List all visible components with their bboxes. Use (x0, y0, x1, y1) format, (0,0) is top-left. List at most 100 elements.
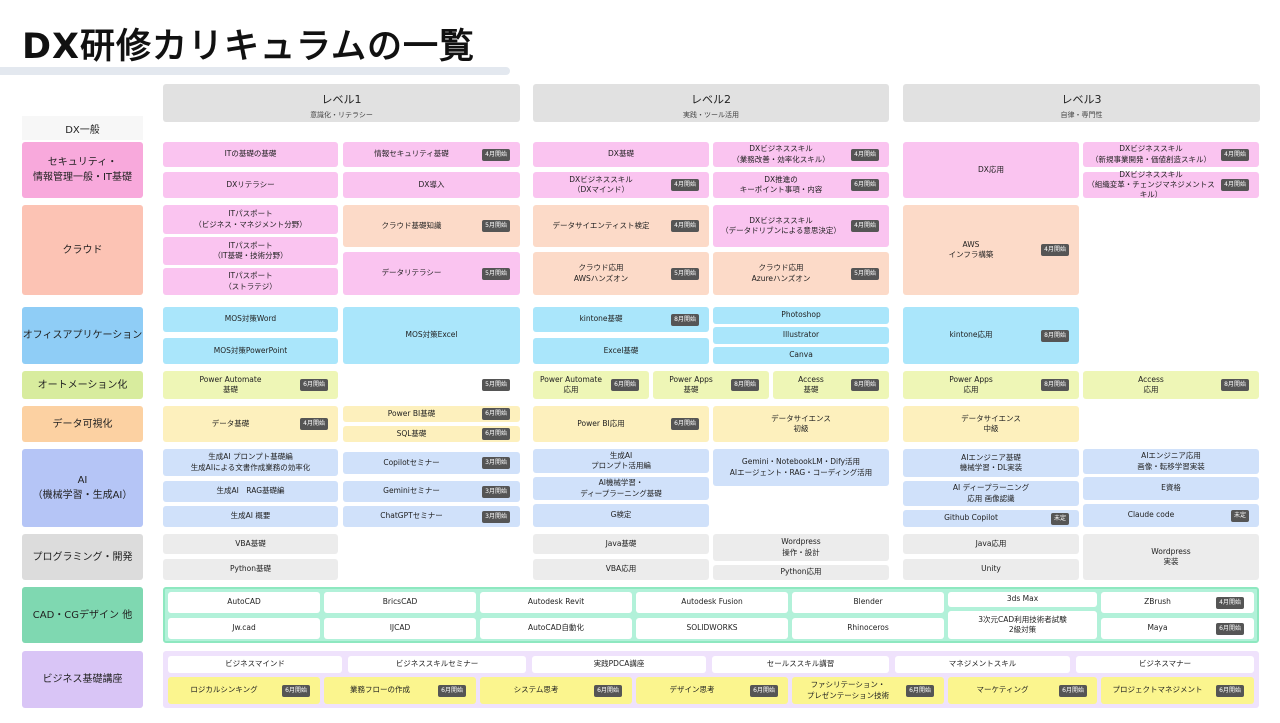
course-title: 3ds Max (1006, 594, 1039, 604)
course-title: Canva (789, 350, 813, 360)
course-title: DXビジネススキル （業務改善・効率化スキル） (732, 144, 830, 164)
course-cell: クラウド応用 AWSハンズオン 5月開始 (533, 252, 709, 295)
course-cell: AI ディープラーニング 応用 画像認識 (903, 481, 1079, 506)
course-cell: Maya 6月開始 (1101, 618, 1254, 639)
title-underline (0, 67, 510, 75)
start-month-badge: 6月開始 (851, 178, 879, 192)
course-cell: データサイエンティスト検定 4月開始 (533, 205, 709, 247)
course-cell: AutoCAD (168, 592, 320, 613)
start-month-badge: 3月開始 (482, 510, 510, 523)
course-cell: VBA応用 (533, 559, 709, 580)
course-cell: DX推進の キーポイント事項・内容 6月開始 (713, 172, 889, 198)
course-title: SOLIDWORKS (686, 623, 738, 633)
start-month-badge: 未定 (1050, 512, 1069, 525)
course-title: AutoCAD自動化 (527, 623, 585, 633)
start-month-badge: 5月開始 (482, 219, 510, 233)
course-title: Power Automate 応用 (540, 374, 602, 394)
course-title: プロジェクトマネジメント (1112, 685, 1203, 695)
category-label: オフィスアプリケーション (22, 307, 143, 364)
course-cell: G検定 (533, 504, 709, 527)
course-cell: ZBrush 4月開始 (1101, 592, 1254, 613)
course-cell: 3ds Max (948, 592, 1097, 607)
course-title: Excel基礎 (603, 345, 639, 355)
level-name: レベル3 (1061, 93, 1102, 106)
course-title: クラウド基礎知識 (381, 220, 442, 230)
level-subtitle: 自律・専門性 (1060, 111, 1103, 119)
course-title: ビジネスマナー (1138, 659, 1192, 669)
course-title: ビジネススキルセミナー (395, 659, 479, 669)
course-cell: Blender (792, 592, 944, 613)
course-title: システム思考 (513, 685, 559, 695)
course-cell: 生成AI 概要 (163, 506, 338, 527)
course-title: ITパスポート （IT基礎・技術分野） (213, 240, 288, 260)
course-cell: 生成AI プロンプト基礎編 生成AIによる文書作成業務の効率化 (163, 449, 338, 476)
course-cell: DXビジネススキル （DXマインド） 4月開始 (533, 172, 709, 198)
course-title: Java基礎 (605, 538, 637, 548)
course-cell: ITの基礎の基礎 (163, 142, 338, 167)
course-title: AIエンジニア基礎 機械学習・DL実装 (959, 452, 1023, 472)
course-title: AIエンジニア応用 画像・転移学習実装 (1137, 451, 1205, 471)
category-label: ビジネス基礎講座 (22, 651, 143, 708)
start-month-badge: 4月開始 (671, 178, 699, 192)
course-cell: AI機械学習・ ディープラーニング基礎 (533, 477, 709, 500)
level-name: レベル1 (321, 93, 362, 106)
start-month-badge: 4月開始 (1216, 596, 1244, 609)
course-title: データ基礎 (211, 418, 250, 428)
course-cell: Access 基礎 8月開始 (773, 371, 889, 399)
course-title: AI機械学習・ ディープラーニング基礎 (580, 478, 662, 498)
course-cell: Power BI基礎 6月開始 (343, 406, 520, 422)
start-month-badge: 6月開始 (906, 684, 934, 697)
course-cell: 業務フローの作成 6月開始 (324, 677, 476, 704)
start-month-badge: 8月開始 (731, 378, 759, 392)
course-title: Blender (853, 597, 883, 607)
course-title: Photoshop (781, 310, 821, 320)
course-cell: ChatGPTセミナー 3月開始 (343, 506, 520, 527)
course-cell: AutoCAD自動化 (480, 618, 632, 639)
course-title: AutoCAD (227, 597, 261, 607)
start-month-badge: 5月開始 (482, 378, 510, 392)
course-title: クラウド応用 Azureハンズオン (751, 263, 811, 283)
course-title: Wordpress 操作・設計 (781, 537, 821, 557)
course-title: Access 応用 (1138, 374, 1164, 394)
start-month-badge: 6月開始 (750, 684, 778, 697)
course-title: Power Apps 応用 (949, 374, 993, 394)
course-cell: SOLIDWORKS (636, 618, 788, 639)
category-label: セキュリティ・ 情報管理一般・IT基礎 (22, 142, 143, 198)
dx-general-label: DX一般 (22, 116, 143, 140)
course-title: DXビジネススキル （組織変革・チェンジマネジメントスキル） (1087, 169, 1215, 200)
course-title: DX推進の キーポイント事項・内容 (739, 174, 823, 194)
course-title: データサイエンス 初級 (771, 413, 831, 433)
course-cell: Power Automate 応用 6月開始 (533, 371, 649, 399)
course-title: ロジカルシンキング (190, 685, 258, 695)
category-label: オートメーション化 (22, 371, 143, 399)
course-title: ビジネスマインド (225, 659, 285, 669)
course-title: Copilotセミナー (383, 457, 440, 467)
start-month-badge: 8月開始 (1041, 378, 1069, 392)
start-month-badge: 4月開始 (1221, 148, 1249, 161)
start-month-badge: 4月開始 (851, 219, 879, 233)
course-cell: データサイエンス 初級 (713, 406, 889, 442)
course-cell: データリテラシー 5月開始 (343, 252, 520, 295)
course-cell: ITパスポート （ストラテジ） (163, 268, 338, 295)
start-month-badge: 6月開始 (671, 417, 699, 431)
level-2-header: レベル2 実践・ツール活用 (533, 84, 889, 122)
course-cell: AWS インフラ構築 4月開始 (903, 205, 1079, 295)
course-title: G検定 (610, 510, 632, 520)
course-title: Claude code (1127, 510, 1175, 520)
course-title: DXビジネススキル （データドリブンによる意思決定） (721, 215, 841, 235)
course-title: 生成AI 概要 (230, 511, 271, 521)
course-title: 生成AI RAG基礎編 (216, 486, 285, 496)
start-month-badge: 5月開始 (851, 267, 879, 280)
course-title: E資格 (1161, 483, 1181, 493)
course-title: マネジメントスキル (948, 659, 1017, 669)
course-cell: Power Apps 応用 8月開始 (903, 371, 1079, 399)
course-cell: Autodesk Fusion (636, 592, 788, 613)
page-title: DX研修カリキュラムの一覧 (22, 27, 475, 67)
course-cell: ITパスポート （ビジネス・マネジメント分野） (163, 205, 338, 234)
course-cell: Power Automate 基礎 6月開始 (163, 371, 338, 399)
course-title: クラウド応用 AWSハンズオン (573, 263, 629, 283)
course-cell: DXビジネススキル （新規事業開発・価値創造スキル） 4月開始 (1083, 142, 1259, 167)
course-title: kintone応用 (949, 330, 993, 340)
start-month-badge: 3月開始 (482, 485, 510, 498)
course-cell: ビジネススキルセミナー (348, 656, 526, 673)
